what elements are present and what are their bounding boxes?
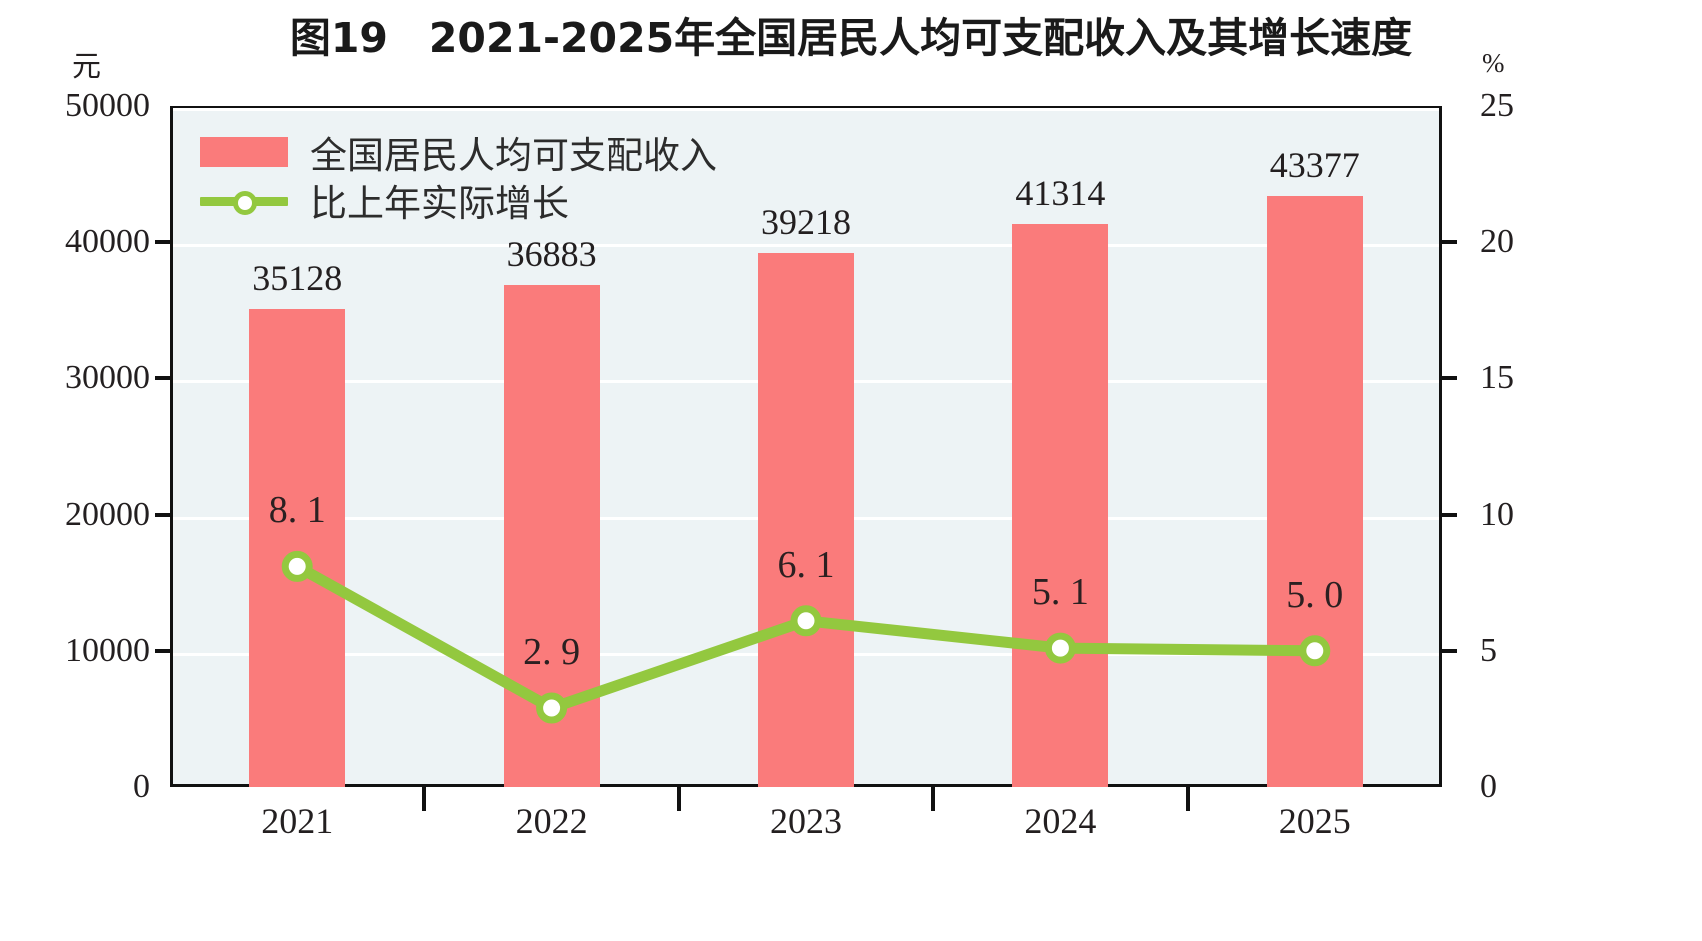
y-axis-tick-mark-right [1441,240,1457,245]
x-axis-tick-mark [676,787,681,811]
x-axis-tick-mark [931,787,936,811]
y-axis-tick-mark-right [1441,648,1457,653]
right-axis-unit-label: % [1482,48,1505,78]
bar-value-label-2022: 36883 [506,233,597,274]
line-value-label-2024: 5. 1 [1031,571,1089,614]
y-axis-tick-mark-left [155,648,171,653]
y-axis-tick-label-right: 0 [1480,768,1497,805]
y-axis-tick-label-right: 20 [1480,223,1514,261]
gridline [173,108,1439,111]
x-axis-tick-label: 2025 [1278,801,1351,841]
bar-swatch-icon [200,137,288,167]
bar-value-label-2023: 39218 [761,201,851,242]
y-axis-tick-mark-left [155,512,171,517]
x-axis-tick-label: 2024 [1024,801,1097,841]
y-axis-tick-label-left: 20000 [65,495,150,533]
y-axis-tick-mark-left [155,376,171,381]
y-axis-tick-label-left: 30000 [65,359,150,397]
left-axis-unit-label: 元 [72,51,102,83]
x-axis-tick-label: 2021 [261,801,334,841]
chart-title: 图19 2021-2025年全国居民人均可支配收入及其增长速度 [289,14,1413,62]
y-axis-tick-label-left: 50000 [65,87,150,124]
bar-2022 [503,284,600,787]
bar-2021 [249,308,346,787]
y-axis-tick-mark-left [155,240,171,245]
bar-value-label-2024: 41314 [1015,173,1106,214]
legend-label-income: 全国居民人均可支配收入 [310,136,717,177]
y-axis-tick-mark-right [1441,376,1457,381]
line-marker-icon [200,185,288,215]
x-axis-tick-mark [1185,787,1190,811]
line-value-label-2021: 8. 1 [268,489,326,532]
y-axis-tick-label-left: 0 [133,768,150,805]
bar-value-label-2021: 35128 [252,257,343,298]
legend-label-growth: 比上年实际增长 [310,184,569,225]
gridline [173,244,1439,248]
bar-2024 [1012,224,1109,787]
chart-legend: 全国居民人均可支配收入 比上年实际增长 [200,128,717,225]
y-axis-tick-label-right: 25 [1480,87,1514,124]
y-axis-tick-label-right: 10 [1480,495,1514,533]
bar-value-label-2025: 43377 [1269,145,1360,186]
line-value-label-2025: 5. 0 [1286,573,1344,616]
y-axis-tick-label-left: 40000 [65,223,150,261]
x-axis-tick-label: 2022 [515,801,588,841]
y-axis-tick-label-left: 10000 [65,631,150,669]
y-axis-tick-mark-right [1441,512,1457,517]
bar-2025 [1266,196,1363,787]
x-axis-tick-mark [422,787,427,811]
legend-item-growth: 比上年实际增长 [200,176,717,225]
y-axis-tick-label-right: 5 [1480,631,1497,669]
y-axis-tick-label-right: 15 [1480,359,1514,397]
bar-2023 [758,252,854,787]
legend-item-income: 全国居民人均可支配收入 [200,128,717,177]
line-value-label-2023: 6. 1 [777,543,835,586]
line-value-label-2022: 2. 9 [523,631,581,673]
x-axis-tick-label: 2023 [770,801,842,841]
